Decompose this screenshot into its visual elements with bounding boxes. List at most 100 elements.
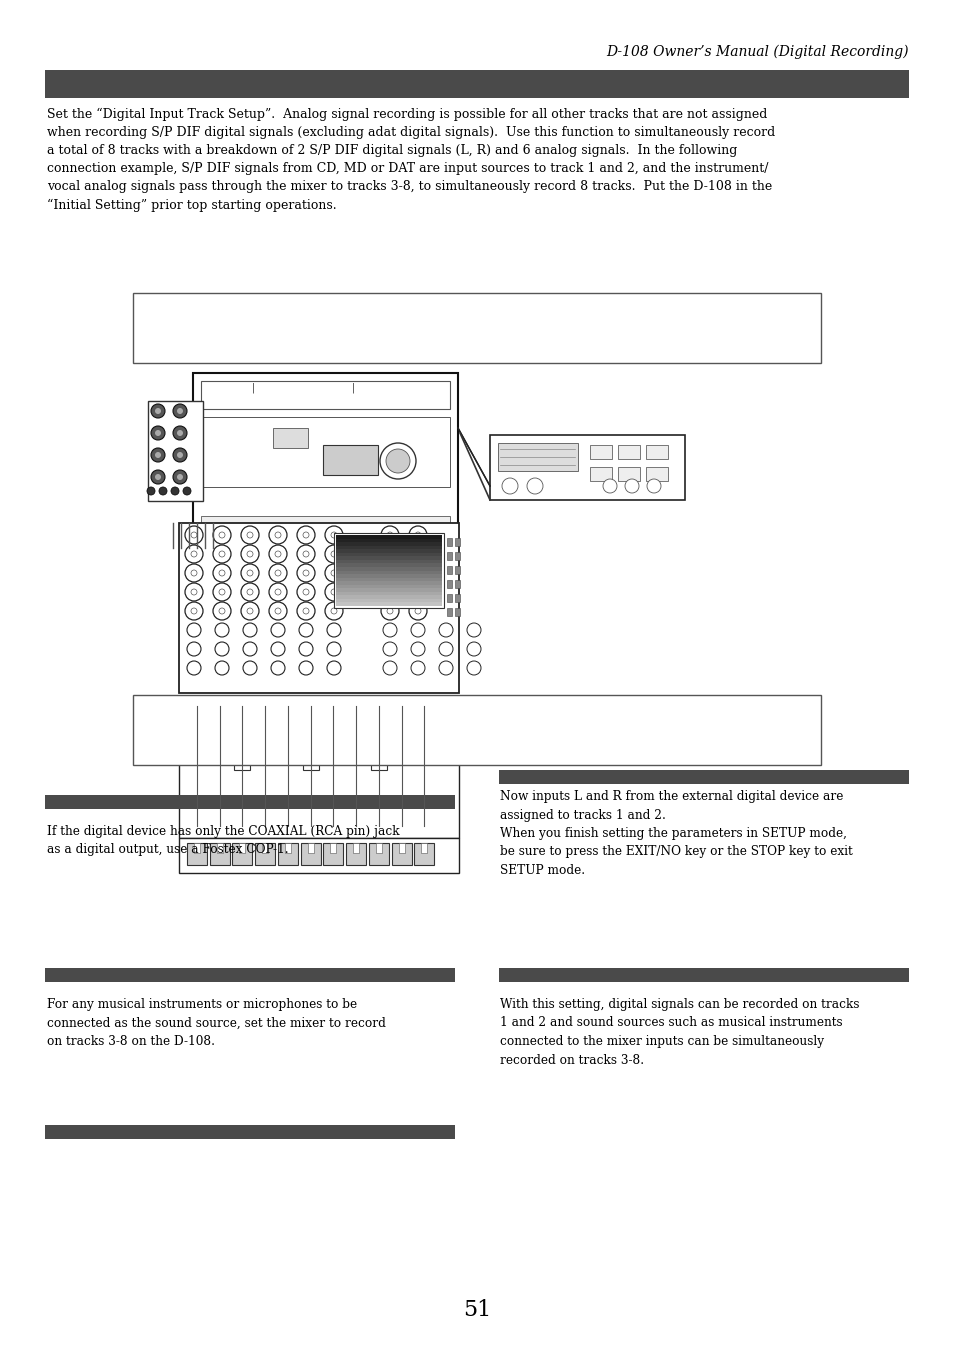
Bar — [325, 728, 341, 740]
Circle shape — [274, 532, 281, 538]
Circle shape — [415, 532, 420, 538]
Circle shape — [191, 608, 196, 613]
Bar — [335, 546, 441, 550]
Circle shape — [183, 486, 191, 494]
Circle shape — [213, 544, 231, 563]
Circle shape — [387, 570, 393, 576]
Circle shape — [298, 661, 313, 676]
Circle shape — [147, 486, 154, 494]
Bar — [335, 559, 441, 563]
Bar — [45, 1125, 455, 1139]
Circle shape — [159, 486, 167, 494]
Circle shape — [271, 642, 285, 657]
Bar — [455, 566, 459, 574]
Bar — [455, 594, 459, 603]
Circle shape — [298, 642, 313, 657]
Circle shape — [380, 603, 398, 620]
Circle shape — [172, 449, 187, 462]
Circle shape — [411, 623, 424, 638]
Bar — [189, 728, 205, 740]
Circle shape — [213, 526, 231, 544]
Circle shape — [191, 589, 196, 594]
Circle shape — [177, 453, 183, 458]
Bar — [348, 743, 364, 755]
Bar — [335, 567, 441, 570]
Circle shape — [409, 526, 427, 544]
Circle shape — [327, 623, 340, 638]
Bar — [346, 843, 366, 865]
Bar — [335, 574, 441, 578]
Bar — [455, 608, 459, 616]
Bar — [497, 443, 578, 471]
Circle shape — [380, 544, 398, 563]
Circle shape — [409, 544, 427, 563]
Circle shape — [438, 623, 453, 638]
Bar — [330, 843, 336, 852]
Circle shape — [247, 589, 253, 594]
Circle shape — [219, 551, 225, 557]
Circle shape — [243, 661, 256, 676]
Circle shape — [467, 661, 480, 676]
Circle shape — [172, 404, 187, 417]
Circle shape — [526, 478, 542, 494]
Bar — [398, 843, 404, 852]
Circle shape — [409, 563, 427, 582]
Bar — [447, 580, 452, 588]
Circle shape — [187, 623, 201, 638]
Bar — [212, 743, 228, 755]
Circle shape — [646, 480, 660, 493]
Bar — [455, 538, 459, 546]
Circle shape — [269, 584, 287, 601]
Circle shape — [241, 526, 258, 544]
Circle shape — [380, 563, 398, 582]
Circle shape — [325, 544, 343, 563]
Bar — [421, 843, 427, 852]
Bar — [353, 843, 358, 852]
Circle shape — [214, 661, 229, 676]
Bar — [193, 373, 457, 549]
Circle shape — [151, 449, 165, 462]
Bar — [257, 728, 273, 740]
Circle shape — [298, 623, 313, 638]
Circle shape — [380, 584, 398, 601]
Circle shape — [501, 478, 517, 494]
Bar — [179, 838, 458, 873]
Circle shape — [382, 642, 396, 657]
Circle shape — [296, 563, 314, 582]
Circle shape — [415, 608, 420, 613]
Circle shape — [303, 532, 309, 538]
Circle shape — [303, 589, 309, 594]
Circle shape — [325, 526, 343, 544]
Bar — [335, 585, 441, 588]
Circle shape — [187, 661, 201, 676]
Text: Now inputs L and R from the external digital device are
assigned to tracks 1 and: Now inputs L and R from the external dig… — [499, 790, 852, 877]
Bar — [498, 770, 908, 784]
Bar — [201, 381, 450, 409]
Bar — [193, 843, 200, 852]
Circle shape — [325, 563, 343, 582]
Circle shape — [296, 603, 314, 620]
Circle shape — [296, 544, 314, 563]
Circle shape — [415, 551, 420, 557]
Circle shape — [379, 443, 416, 480]
Bar — [335, 578, 441, 581]
Bar — [335, 542, 441, 546]
Bar — [335, 570, 441, 574]
Circle shape — [241, 563, 258, 582]
Circle shape — [624, 480, 639, 493]
Circle shape — [415, 570, 420, 576]
Bar — [618, 467, 639, 481]
Circle shape — [274, 608, 281, 613]
Bar — [210, 843, 230, 865]
Circle shape — [213, 584, 231, 601]
Circle shape — [247, 570, 253, 576]
Circle shape — [219, 532, 225, 538]
Bar — [323, 444, 377, 476]
Circle shape — [382, 623, 396, 638]
Circle shape — [154, 453, 161, 458]
Circle shape — [274, 551, 281, 557]
Bar — [447, 566, 452, 574]
Circle shape — [438, 642, 453, 657]
Circle shape — [274, 589, 281, 594]
Bar — [233, 843, 253, 865]
